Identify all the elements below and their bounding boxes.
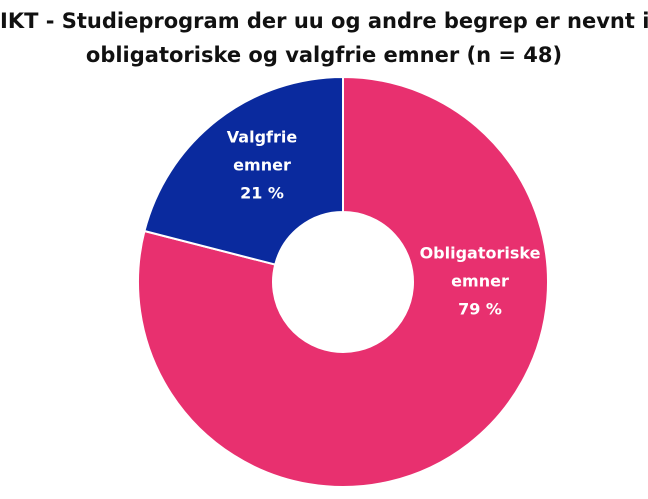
chart-title-line-1: IKT - Studieprogram der uu og andre begr…	[0, 9, 648, 33]
slice-1	[143, 75, 344, 266]
slice-1-label-line-0: Valgfrie	[227, 128, 298, 147]
chart-title-line-2: obligatoriske og valgfrie emner (n = 48)	[85, 43, 563, 67]
chart-title: IKT - Studieprogram der uu og andre begr…	[0, 4, 648, 72]
slice-0-label-line-1: emner	[451, 272, 509, 291]
slice-0-label-line-0: Obligatoriske	[420, 244, 541, 263]
slice-1-label-line-2: 21 %	[240, 184, 284, 203]
slice-0	[137, 75, 549, 488]
labels-group: Obligatoriske emner 79 % Valgfrie emner 21 %	[227, 128, 541, 319]
slices-group	[137, 75, 549, 488]
slice-0-label-line-2: 79 %	[458, 300, 502, 319]
slice-1-label-line-1: emner	[233, 156, 291, 175]
